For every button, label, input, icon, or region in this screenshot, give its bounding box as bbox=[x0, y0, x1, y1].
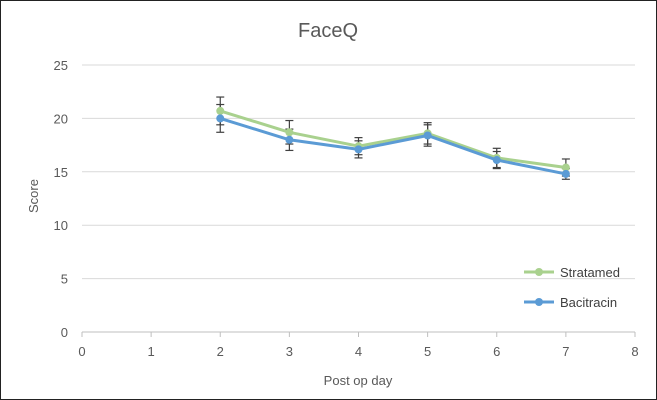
x-tick-label: 1 bbox=[148, 344, 155, 359]
grid-lines bbox=[82, 64, 635, 280]
data-point-stratamed bbox=[216, 106, 225, 115]
y-tick-label: 0 bbox=[61, 325, 68, 340]
x-tick-label: 4 bbox=[355, 344, 362, 359]
x-tick-label: 6 bbox=[493, 344, 500, 359]
series-line-stratamed bbox=[219, 109, 567, 170]
data-point-bacitracin bbox=[561, 169, 570, 178]
data-point-bacitracin bbox=[216, 114, 225, 123]
legend-label-stratamed: Stratamed bbox=[560, 265, 620, 280]
series-lines bbox=[216, 106, 570, 178]
x-tick-label: 2 bbox=[217, 344, 224, 359]
y-tick-label: 20 bbox=[54, 111, 68, 126]
y-tick-label: 5 bbox=[61, 272, 68, 287]
data-point-bacitracin bbox=[354, 145, 363, 154]
x-tick-label: 7 bbox=[562, 344, 569, 359]
data-point-stratamed bbox=[561, 163, 570, 172]
chart-title: FaceQ bbox=[298, 20, 358, 42]
error-bars bbox=[216, 96, 570, 180]
legend-label-bacitracin: Bacitracin bbox=[560, 295, 617, 310]
x-tick-label: 8 bbox=[631, 344, 638, 359]
data-point-bacitracin bbox=[285, 135, 294, 144]
x-tick-label: 0 bbox=[78, 344, 85, 359]
data-point-stratamed bbox=[285, 128, 294, 137]
x-tick-label: 3 bbox=[286, 344, 293, 359]
data-point-bacitracin bbox=[492, 156, 501, 165]
data-point-bacitracin bbox=[423, 131, 432, 140]
tick-labels: 0 5 10 15 20 25 0 1 2 3 4 5 6 7 8 bbox=[54, 58, 639, 359]
legend-marker-stratamed bbox=[535, 268, 543, 276]
legend-marker-bacitracin bbox=[535, 298, 543, 306]
x-tick-label: 5 bbox=[424, 344, 431, 359]
y-tick-label: 10 bbox=[54, 218, 68, 233]
y-axis-label: Score bbox=[26, 179, 41, 213]
y-tick-label: 25 bbox=[54, 58, 68, 73]
x-axis-label: Post op day bbox=[324, 373, 393, 388]
legend: Stratamed Bacitracin bbox=[524, 265, 620, 310]
series-line-bacitracin bbox=[219, 116, 567, 176]
axes bbox=[81, 331, 636, 337]
y-tick-label: 15 bbox=[54, 165, 68, 180]
